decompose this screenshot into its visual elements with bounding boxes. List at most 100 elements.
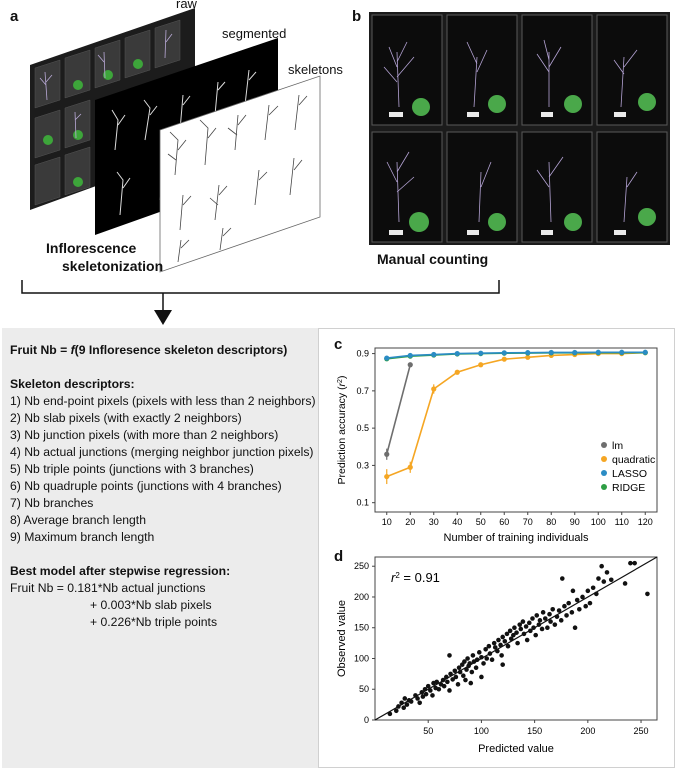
- descriptor-item: 1) Nb end-point pixels (pixels with less…: [10, 394, 316, 408]
- chart-d-point: [441, 683, 447, 689]
- chart-d-point: [515, 640, 520, 646]
- chart-d-point: [524, 637, 530, 643]
- chart-d-point: [491, 640, 497, 646]
- chart-c-legend-label: lm: [612, 440, 623, 452]
- chart-d-point: [447, 653, 452, 658]
- chart-c-point-lasso: [572, 349, 578, 356]
- chart-d-point: [396, 704, 401, 709]
- chart-d-point: [474, 657, 480, 663]
- panel-b-label: b: [352, 8, 362, 25]
- chart-d-point: [436, 686, 442, 692]
- chart-d-point: [628, 560, 633, 566]
- chart-d-point: [504, 631, 510, 637]
- chart-d-point: [498, 642, 503, 648]
- chart-d-point: [507, 628, 513, 634]
- chart-d-point: [569, 610, 575, 615]
- formula-suffix: (9 Infloresence skeleton descriptors): [74, 343, 288, 357]
- chart-d-point: [632, 560, 637, 566]
- chart-d-point: [536, 622, 542, 627]
- chart-c-legend-marker: [601, 442, 607, 448]
- chart-c-xlabel: Number of training individuals: [444, 532, 589, 544]
- chart-d-point: [464, 667, 469, 672]
- chart-d-point: [462, 659, 467, 664]
- descriptor-item: 7) Nb branches: [10, 496, 94, 510]
- chart-d-point: [387, 711, 393, 717]
- chart-c-xtick-label: 100: [591, 517, 606, 527]
- chart-d-point: [428, 688, 433, 693]
- chart-d-point: [453, 674, 459, 680]
- chart-d-point: [434, 679, 440, 685]
- chart-d-point: [583, 603, 589, 609]
- chart-c-point-quadratic: [384, 473, 390, 480]
- chart-c-series-line-lasso: [386, 351, 646, 359]
- chart-d-point: [517, 622, 523, 627]
- chart-d-xtick-label: 150: [527, 726, 542, 736]
- chart-d-point: [393, 708, 399, 714]
- skeleton-image-layer: [159, 75, 321, 273]
- chart-d-observed-vs-predicted: 0 50 100 150 200 250 50 100 150 200 250 r2 = 0.91…: [336, 556, 658, 755]
- chart-d-point: [523, 624, 529, 629]
- chart-c-point-lasso: [642, 349, 648, 355]
- chart-d-point: [512, 625, 517, 631]
- chart-d-xtick-label: 50: [423, 726, 433, 736]
- chart-c-point-quadratic: [501, 356, 507, 362]
- chart-d-point: [402, 696, 408, 701]
- segmented-label: segmented: [222, 26, 287, 41]
- chart-d-point: [417, 700, 422, 706]
- descriptors-title: Skeleton descriptors:: [10, 377, 135, 391]
- chart-d-point: [505, 643, 511, 649]
- chart-d-point: [539, 626, 545, 632]
- chart-d-point: [499, 653, 504, 658]
- chart-d-ytick-label: 150: [354, 623, 369, 633]
- chart-d-point: [622, 581, 628, 586]
- chart-d-point: [559, 576, 565, 581]
- chart-c-point-lasso: [384, 355, 390, 361]
- chart-c-point-lasso: [501, 350, 507, 356]
- chart-d-point: [645, 591, 650, 597]
- chart-c-legend-marker: [601, 484, 607, 490]
- chart-d-point: [518, 626, 524, 632]
- model-description-panel: Fruit Nb = f(9 Infloresence skeleton des…: [2, 328, 318, 768]
- chart-d-point: [550, 606, 556, 612]
- model-title: Best model after stepwise regression:: [10, 564, 231, 578]
- chart-c-xtick-label: 80: [546, 517, 556, 527]
- chart-d-xtick-label: 200: [580, 726, 595, 736]
- chart-d-point: [587, 600, 593, 606]
- inflorescence-caption-line2: skeletonization: [62, 258, 164, 274]
- chart-c-point-lasso: [454, 350, 460, 357]
- chart-d-point: [467, 661, 473, 666]
- chart-d-point: [530, 616, 535, 621]
- skeletons-label: skeletons: [288, 62, 343, 77]
- model-line-3: + 0.226*Nb triple points: [90, 615, 218, 629]
- manual-counting-caption: Manual counting: [377, 251, 489, 267]
- chart-d-point: [585, 588, 591, 594]
- chart-c-xtick-label: 110: [615, 517, 629, 527]
- raw-image-layer: [30, 8, 195, 210]
- chart-d-point: [577, 606, 582, 612]
- chart-d-point: [537, 618, 543, 623]
- chart-d-point: [572, 625, 578, 631]
- descriptor-item: 5) Nb triple points (junctions with 3 br…: [10, 462, 254, 476]
- chart-d-point: [527, 620, 532, 626]
- chart-c-point-quadratic: [525, 354, 531, 360]
- chart-d-point: [604, 570, 610, 575]
- chart-d-point: [487, 651, 493, 656]
- chart-d-point: [408, 699, 414, 704]
- chart-d-point: [542, 616, 548, 621]
- chart-d-point: [470, 653, 476, 658]
- chart-c-legend-label: RIDGE: [612, 482, 645, 494]
- chart-c-ytick-label: 0.1: [356, 498, 369, 508]
- chart-d-point: [594, 591, 599, 597]
- chart-c-point-lasso: [619, 349, 625, 355]
- chart-c-legend-marker: [601, 470, 607, 476]
- formula-line: Fruit Nb = f(9 Infloresence skeleton des…: [10, 342, 287, 359]
- chart-d-point: [548, 619, 553, 624]
- chart-d-point: [540, 610, 546, 615]
- chart-d-point: [479, 654, 484, 660]
- chart-c-xtick-label: 70: [523, 517, 533, 527]
- chart-c-point-lasso: [431, 351, 437, 358]
- panel-d-label: d: [334, 548, 344, 565]
- chart-d-point: [495, 648, 500, 654]
- chart-d-point: [484, 656, 490, 661]
- chart-c-point-lasso: [407, 352, 413, 359]
